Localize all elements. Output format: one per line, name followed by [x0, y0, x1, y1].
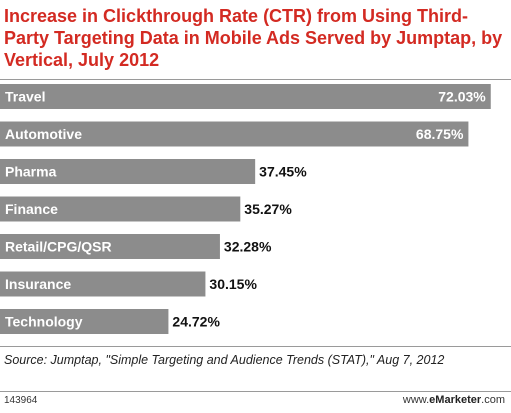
bar-travel [0, 84, 491, 109]
chart-title: Increase in Clickthrough Rate (CTR) from… [4, 6, 503, 70]
source-note: Source: Jumptap, "Simple Targeting and A… [4, 353, 445, 367]
value-label-travel: 72.03% [438, 89, 486, 105]
footer-divider [0, 391, 511, 392]
category-label-technology: Technology [5, 314, 83, 330]
title-divider [0, 79, 511, 80]
value-label-retail-cpg-qsr: 32.28% [224, 239, 272, 255]
category-label-insurance: Insurance [5, 276, 71, 292]
bar-insurance [0, 271, 206, 297]
brand-prefix: www. [402, 394, 430, 406]
value-label-insurance: 30.15% [209, 276, 257, 292]
bar-technology [0, 309, 169, 334]
source-divider [0, 346, 511, 347]
bar-pharma [0, 159, 256, 184]
category-label-automotive: Automotive [5, 126, 82, 142]
brand-suffix: .com [481, 394, 505, 406]
chart-id: 143964 [4, 395, 38, 406]
bar-retail-cpg-qsr [0, 234, 220, 259]
bar-automotive [0, 121, 469, 147]
category-label-retail-cpg-qsr: Retail/CPG/QSR [5, 239, 112, 255]
bar-finance [0, 196, 241, 222]
category-label-travel: Travel [5, 89, 45, 105]
brand-name: eMarketer [429, 394, 482, 406]
value-label-technology: 24.72% [172, 314, 220, 330]
value-label-finance: 35.27% [244, 201, 292, 217]
value-label-pharma: 37.45% [259, 164, 307, 180]
category-label-pharma: Pharma [5, 164, 57, 180]
value-label-automotive: 68.75% [416, 126, 464, 142]
brand-logo: www.eMarketer.com [403, 394, 505, 406]
category-label-finance: Finance [5, 201, 58, 217]
bar-chart: Travel 72.03% Automotive 68.75% Pharma 37.45%… [0, 84, 491, 334]
